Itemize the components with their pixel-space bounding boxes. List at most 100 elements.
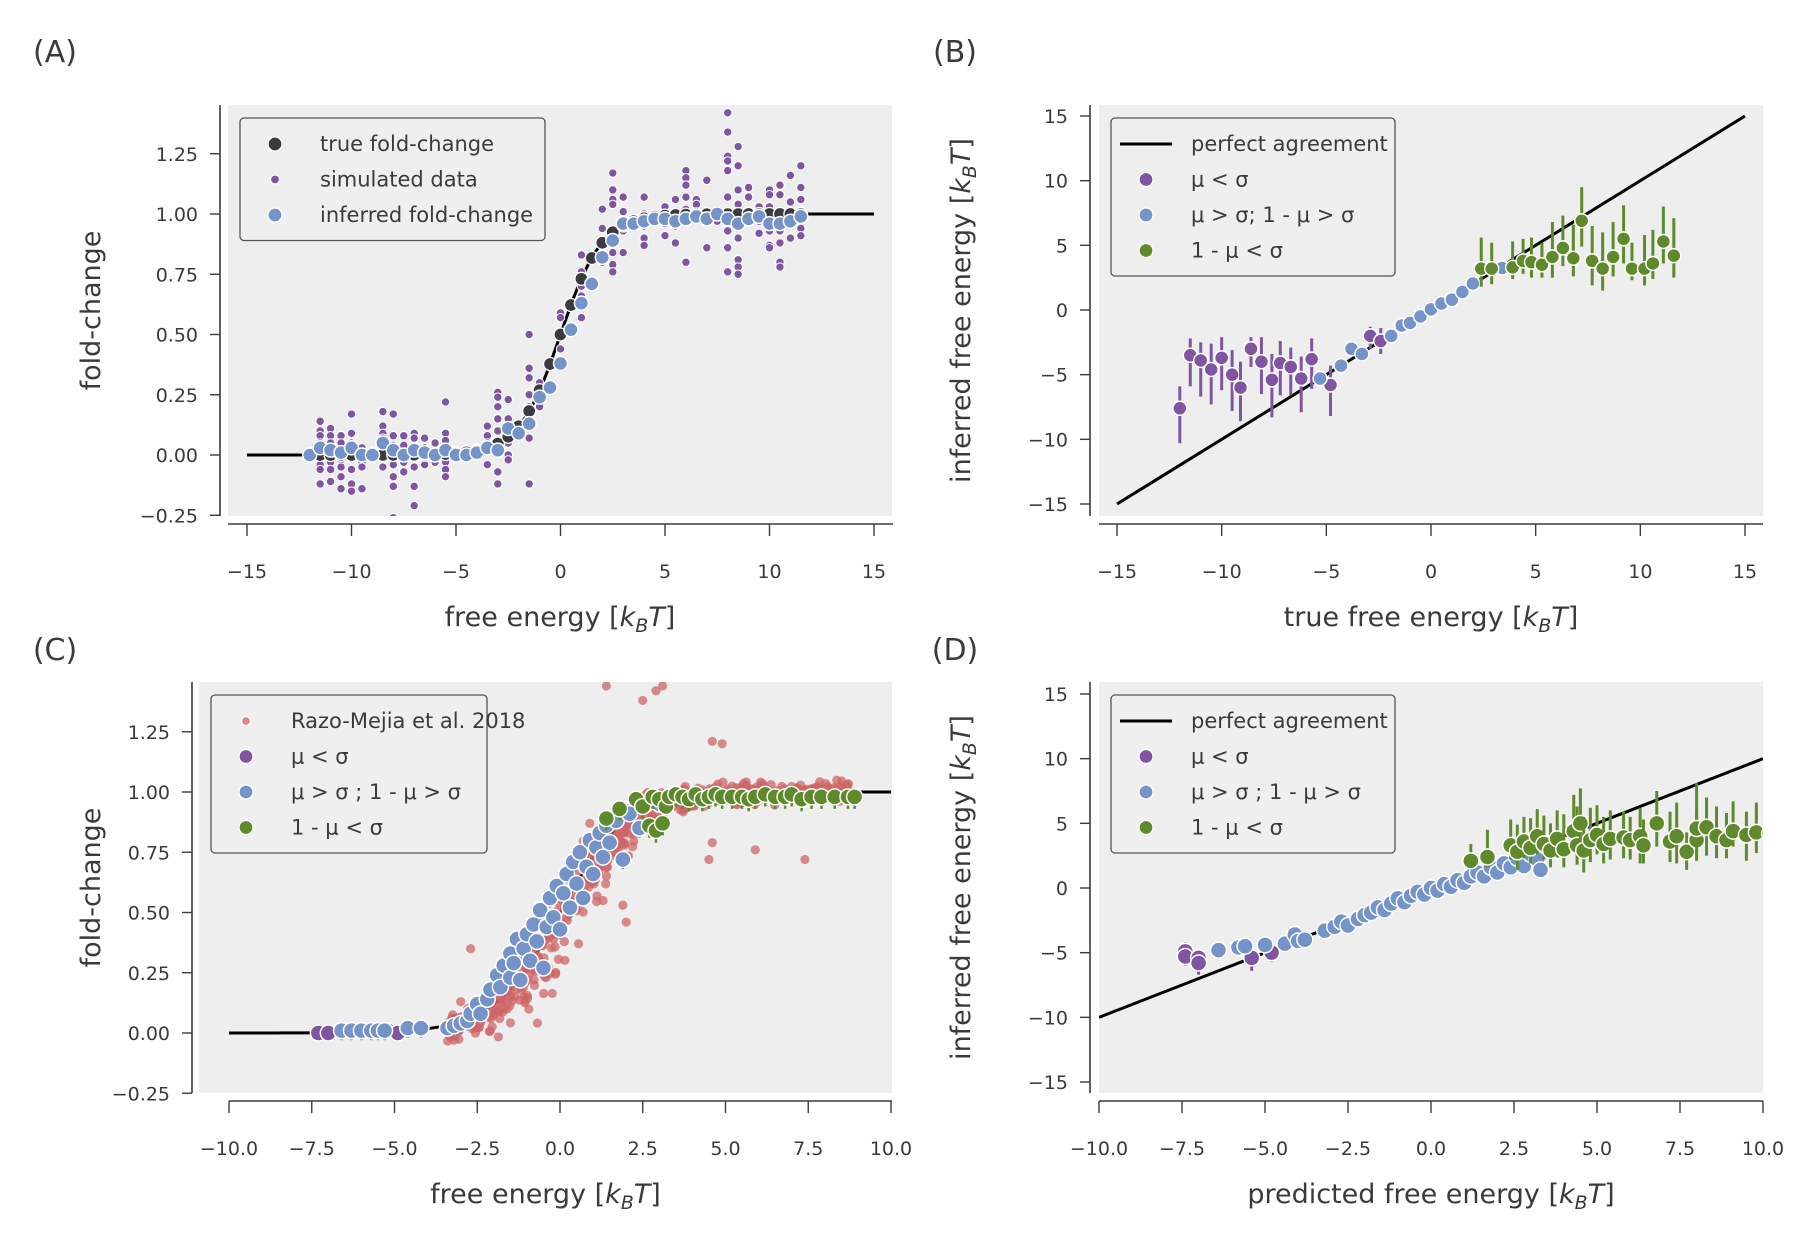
simulated-data-point (796, 182, 806, 193)
inferred-point (1571, 814, 1590, 833)
inferred-point (653, 814, 672, 833)
inferred-fold-change-point (521, 415, 537, 432)
inferred-point (1236, 937, 1254, 955)
simulated-data-point (409, 433, 419, 443)
inferred-point (534, 959, 553, 977)
legend-label: μ > σ; 1 - μ > σ (1191, 203, 1354, 227)
x-axis-label-part: T (1551, 602, 1570, 633)
measurement-point (547, 988, 557, 999)
inferred-point (1412, 308, 1429, 325)
legend-label: simulated data (320, 168, 478, 192)
legend-label: μ > σ ; 1 - μ > σ (1191, 780, 1361, 804)
inferred-point (1555, 240, 1571, 256)
measurement-point (529, 980, 540, 990)
legend-marker (238, 819, 254, 836)
y-tick-label: −15 (1028, 1072, 1068, 1094)
measurement-point (484, 1026, 494, 1037)
measurement-point (573, 939, 584, 949)
x-tick-label: 7.5 (793, 1138, 823, 1160)
simulated-data-point (336, 471, 346, 482)
simulated-data-point (388, 512, 398, 516)
inferred-point (845, 788, 864, 806)
simulated-data-point (576, 312, 587, 323)
simulated-data-point (493, 467, 503, 477)
y-tick-label: 15 (1044, 106, 1068, 128)
y-axis-label-part: T (946, 723, 977, 742)
x-tick-label: 2.5 (1499, 1138, 1529, 1160)
simulated-data-point (440, 471, 451, 482)
simulated-data-point (764, 190, 775, 200)
inferred-point (1584, 253, 1600, 269)
inferred-fold-change-point (751, 208, 767, 225)
inferred-point (1634, 836, 1653, 855)
y-axis-label-part: inferred free energy [ (946, 771, 977, 1060)
legend: true fold-change simulated data inferred f… (239, 117, 546, 242)
legend-label: true fold-change (320, 132, 494, 156)
y-axis-label-part: B (959, 165, 981, 178)
simulated-data-point (670, 238, 681, 248)
data-layer (1116, 114, 1746, 506)
inferred-point (597, 809, 616, 828)
data-layer (247, 108, 874, 516)
measurement-point (551, 967, 561, 978)
inferred-fold-change-point (793, 208, 809, 225)
simulated-data-point (754, 228, 764, 238)
x-tick-label: −7.5 (1159, 1138, 1205, 1160)
legend-label: perfect agreement (1191, 132, 1388, 156)
inferred-point (567, 874, 586, 893)
measurement-point (553, 954, 564, 964)
simulated-data-point (775, 180, 785, 190)
inferred-point (1354, 346, 1370, 362)
y-tick-label: 15 (1044, 684, 1068, 706)
x-tick-label: −2.5 (454, 1138, 500, 1160)
inferred-point (574, 889, 592, 907)
simulated-data-point (378, 462, 388, 472)
x-axis-label-part: B (635, 615, 648, 637)
simulated-data-point (409, 500, 419, 511)
legend-label: inferred fold-change (320, 203, 533, 227)
y-tick-label: 0 (1056, 300, 1068, 322)
simulated-data-point (597, 204, 607, 214)
inferred-point (1296, 930, 1314, 949)
simulated-data-point (733, 233, 743, 243)
inferred-point (1192, 352, 1209, 369)
simulated-data-point (315, 479, 325, 489)
x-tick-label: 7.5 (1665, 1138, 1695, 1160)
x-tick-label: −5.0 (371, 1138, 417, 1160)
x-axis-label-part: T (648, 602, 667, 633)
inferred-point (1224, 366, 1240, 383)
legend-marker (267, 207, 283, 223)
x-tick-label: 10.0 (1742, 1138, 1784, 1160)
y-tick-label: 0.50 (128, 903, 170, 925)
inferred-point (1303, 351, 1320, 367)
x-tick-label: 0 (554, 561, 566, 583)
y-tick-label: 0.25 (156, 385, 198, 407)
simulated-data-point (775, 238, 785, 248)
y-tick-label: −0.25 (140, 505, 198, 527)
simulated-data-point (796, 161, 806, 171)
x-axis-label-part: T (634, 1179, 653, 1210)
simulated-data-point (399, 431, 409, 441)
y-axis-label: fold-change (76, 808, 107, 968)
legend-marker (1138, 171, 1154, 188)
simulated-data-point (576, 250, 587, 260)
simulated-data-point (733, 161, 743, 171)
inferred-point (1534, 256, 1550, 273)
simulated-data-point (723, 108, 733, 118)
panel-A: (A) −0.25 0.00 0.25 0.50 0.75 1.00 1.25 −15 −10 −5… (33, 35, 893, 637)
simulated-data-point (764, 243, 775, 253)
x-axis-label-part: true free energy [ (1284, 602, 1523, 633)
inferred-point (1264, 372, 1280, 388)
measurement-point (505, 991, 515, 1001)
panel-B: (B) −15 −10 −5 0 5 10 15 −15 −10 −5 0 5 10 15 true free… (933, 35, 1763, 637)
inferred-fold-change-point (301, 447, 318, 463)
simulated-data-point (723, 226, 733, 236)
inferred-point (1655, 233, 1672, 250)
simulated-data-point (409, 481, 419, 492)
inferred-point (1667, 827, 1686, 846)
y-axis-label: inferred free energy [kBT] (946, 715, 981, 1060)
measurement-point (601, 879, 611, 889)
inferred-point (1573, 213, 1590, 229)
simulated-data-point (482, 459, 493, 470)
y-tick-label: 5 (1056, 235, 1068, 257)
